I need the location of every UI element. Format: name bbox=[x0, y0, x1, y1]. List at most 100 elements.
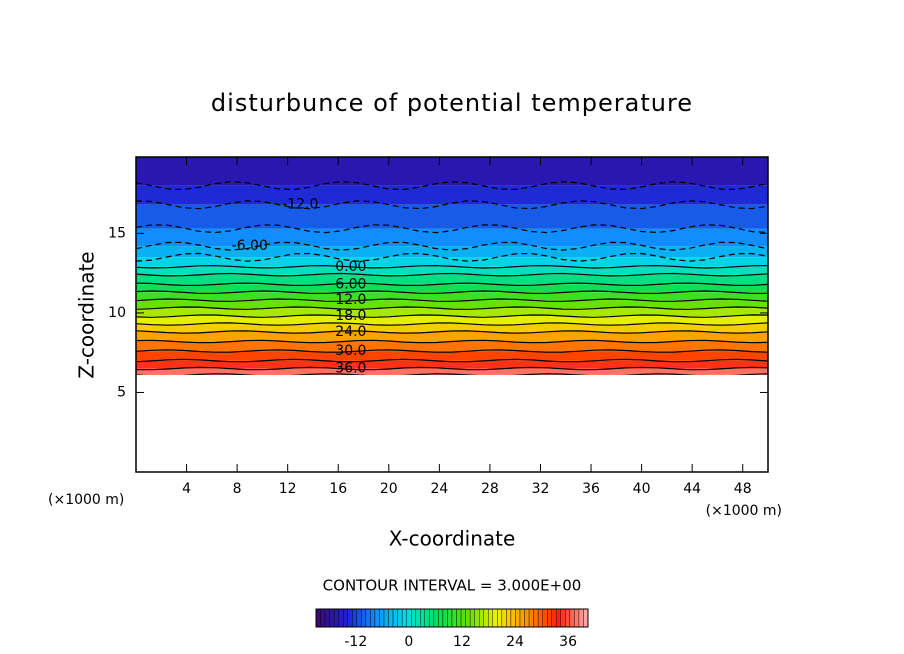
colorbar-cell bbox=[474, 608, 480, 628]
contour-label: 36.0 bbox=[335, 361, 366, 377]
y-tick-label: 15 bbox=[108, 225, 126, 241]
colorbar-cell bbox=[406, 608, 412, 628]
contour-line bbox=[135, 322, 769, 326]
colorbar-frame bbox=[315, 608, 589, 628]
colorbar-cell bbox=[356, 608, 362, 628]
contour-interval: CONTOUR INTERVAL = 3.000E+00 bbox=[323, 577, 582, 595]
colorbar-cell bbox=[333, 608, 339, 628]
x-tick-label: 28 bbox=[481, 481, 499, 497]
colorbar-cell bbox=[411, 608, 416, 628]
contour-fill bbox=[136, 274, 768, 285]
x-tick-label: 12 bbox=[279, 481, 297, 497]
x-tick-label: 36 bbox=[582, 481, 600, 497]
colorbar-cell bbox=[542, 608, 548, 628]
contour-line bbox=[135, 298, 769, 302]
colorbar-cell bbox=[488, 608, 493, 628]
colorbar-cell bbox=[361, 608, 367, 628]
x-tick-label: 40 bbox=[633, 481, 651, 497]
colorbar-cell bbox=[515, 608, 521, 628]
y-axis-label: Z-coordinate bbox=[75, 251, 99, 378]
contour-line bbox=[135, 282, 769, 287]
contour-fill bbox=[136, 185, 768, 205]
x-tick-label: 32 bbox=[532, 481, 550, 497]
colorbar-cell bbox=[442, 608, 448, 628]
contour-label: 24.0 bbox=[335, 324, 366, 340]
x-tick-label: 16 bbox=[329, 481, 347, 497]
colorbar-cell bbox=[438, 608, 444, 628]
colorbar-cell bbox=[469, 608, 475, 628]
colorbar-cell bbox=[347, 608, 353, 628]
contour-fill bbox=[136, 332, 768, 342]
colorbar-cell bbox=[574, 608, 580, 628]
contour-fill bbox=[136, 351, 768, 361]
contour-fill bbox=[136, 204, 768, 229]
x-unit-label: (×1000 m) bbox=[48, 492, 124, 508]
contour-fill bbox=[136, 341, 768, 352]
x-tick-label: 20 bbox=[380, 481, 398, 497]
colorbar-tick-label: 0 bbox=[404, 634, 413, 650]
contour-line bbox=[135, 349, 769, 353]
colorbar-cell bbox=[352, 608, 357, 628]
colorbar-cell bbox=[524, 608, 530, 628]
colorbar-cell bbox=[479, 608, 484, 628]
colorbar-cell bbox=[533, 608, 539, 628]
plot-frame bbox=[135, 156, 769, 473]
contour-line bbox=[135, 366, 769, 371]
contour-fill bbox=[136, 368, 768, 375]
contour-line bbox=[135, 181, 769, 191]
colorbar-cell bbox=[415, 608, 421, 628]
contour-label: 30.0 bbox=[335, 343, 366, 359]
contour-label: -12.0 bbox=[282, 197, 318, 213]
colorbar-tick-label: -12 bbox=[344, 634, 367, 650]
colorbar-cell bbox=[537, 608, 543, 628]
colorbar-cell bbox=[569, 608, 575, 628]
colorbar-cell bbox=[433, 608, 439, 628]
contour-line bbox=[135, 224, 769, 234]
x-tick-label: 8 bbox=[233, 481, 242, 497]
colorbar-cell bbox=[583, 608, 589, 628]
colorbar-tick-label: 36 bbox=[559, 634, 577, 650]
colorbar-cell bbox=[483, 608, 489, 628]
contour-fill bbox=[136, 324, 768, 332]
colorbar-cell bbox=[420, 608, 425, 628]
contour-line bbox=[135, 252, 769, 262]
contour-label: -6.00 bbox=[232, 238, 268, 254]
contour-line bbox=[135, 314, 769, 318]
contour-fill bbox=[136, 257, 768, 267]
contour-fill bbox=[136, 228, 768, 247]
colorbar-cell bbox=[506, 608, 512, 628]
contour-line bbox=[135, 272, 769, 277]
colorbar-cell bbox=[465, 608, 471, 628]
colorbar-cell bbox=[374, 608, 380, 628]
contour-line bbox=[135, 290, 768, 294]
colorbar-cell bbox=[315, 608, 321, 628]
contour-fill bbox=[136, 292, 768, 301]
colorbar-cell bbox=[379, 608, 385, 628]
colorbar-cell bbox=[497, 608, 503, 628]
colorbar-cell bbox=[324, 608, 330, 628]
colorbar-cell bbox=[401, 608, 407, 628]
contour-line bbox=[135, 358, 769, 363]
x-tick-label: 48 bbox=[734, 481, 752, 497]
y-tick-label: 10 bbox=[108, 305, 126, 321]
contour-label: 0.00 bbox=[335, 259, 366, 275]
colorbar-cell bbox=[456, 608, 462, 628]
colorbar-tick-label: 12 bbox=[453, 634, 471, 650]
contour-fill bbox=[136, 157, 768, 186]
colorbar-cell bbox=[447, 608, 453, 628]
colorbar-cell bbox=[429, 608, 435, 628]
contour-fill bbox=[136, 308, 768, 317]
colorbar-cell bbox=[547, 608, 552, 628]
x-tick-label: 4 bbox=[182, 481, 191, 497]
chart-title: disturbunce of potential temperature bbox=[211, 89, 693, 117]
contour-fill bbox=[136, 316, 768, 325]
colorbar-cell bbox=[424, 608, 430, 628]
colorbar-tick-label: 24 bbox=[506, 634, 524, 650]
x-axis-label: X-coordinate bbox=[389, 527, 516, 551]
contour-fill bbox=[136, 300, 768, 309]
colorbar-cell bbox=[492, 608, 498, 628]
colorbar-cell bbox=[460, 608, 466, 628]
x-unit-label: (×1000 m) bbox=[706, 503, 782, 519]
contour-line bbox=[135, 264, 769, 269]
